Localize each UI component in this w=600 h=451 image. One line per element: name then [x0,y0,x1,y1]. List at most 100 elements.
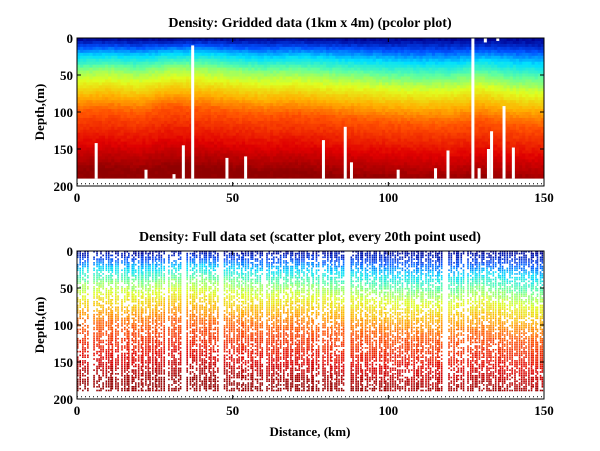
pcolor-cell [242,144,246,148]
pcolor-cell [145,123,149,128]
pcolor-cell [151,58,156,63]
pcolor-cell [263,61,268,66]
pcolor-cell [226,144,230,148]
pcolor-cell [142,43,146,48]
pcolor-cell [213,38,218,42]
pcolor-cell [385,120,389,125]
pcolor-cell [98,79,103,83]
pcolor-cell [83,55,87,60]
pcolor-cell [313,46,318,51]
pcolor-cell [95,91,100,95]
pcolor-cell [285,117,290,122]
pcolor-cell [120,156,125,160]
pcolor-cell [117,91,121,95]
pcolor-cell [270,168,274,172]
pcolor-cell [232,97,237,101]
pcolor-cell [126,120,131,125]
pcolor-cell [133,153,137,157]
pcolor-cell [86,103,90,107]
pcolor-cell [242,38,246,42]
pcolor-cell [294,106,299,110]
pcolor-cell [161,112,165,116]
pcolor-cell [375,129,380,134]
pcolor-cell [357,106,361,110]
pcolor-cell [288,88,293,92]
pcolor-cell [257,40,262,45]
pcolor-cell [263,123,268,128]
pcolor-cell [266,144,271,148]
pcolor-cell [151,117,156,122]
pcolor-cell [279,144,283,148]
pcolor-cell [304,123,308,128]
pcolor-cell [307,38,311,42]
pcolor-cell [319,61,324,66]
pcolor-cell [182,46,187,51]
pcolor-cell [139,109,143,113]
pcolor-cell [98,132,103,137]
pcolor-cell [344,94,349,98]
pcolor-cell [294,150,299,154]
pcolor-cell [294,58,299,63]
pcolor-cell [326,67,330,71]
pcolor-cell [77,112,81,116]
pcolor-cell [220,52,224,57]
pcolor-cell [111,70,115,74]
pcolor-cell [385,106,389,110]
pcolor-cell [291,144,296,148]
pcolor-cell [157,94,162,98]
pcolor-cell [248,171,252,175]
pcolor-cell [83,117,87,122]
pcolor-cell [304,40,308,45]
pcolor-cell [123,67,128,71]
pcolor-cell [114,159,118,163]
pcolor-cell [126,103,131,107]
pcolor-cell [101,58,106,63]
pcolor-cell [223,168,227,172]
pcolor-cell [347,88,352,92]
pcolor-cell [238,73,243,77]
pcolor-cell [257,144,262,148]
pcolor-cell [366,58,371,63]
pcolor-cell [350,94,355,98]
pcolor-cell [229,135,234,140]
pcolor-cell [114,88,118,92]
pcolor-cell [185,153,190,157]
pcolor-cell [372,43,377,48]
pcolor-cell [151,76,156,80]
pcolor-cell [129,79,134,83]
pcolor-cell [92,82,97,86]
pcolor-cell [195,38,199,42]
pcolor-cell [226,94,230,98]
pcolor-cell [347,67,352,71]
pcolor-cell [291,55,296,60]
pcolor-cell [375,88,380,92]
pcolor-cell [229,112,234,116]
pcolor-cell [307,120,311,125]
pcolor-cell [248,126,252,131]
pcolor-cell [279,156,283,160]
pcolor-cell [101,61,106,66]
pcolor-cell [98,100,103,104]
pcolor-cell [388,168,392,172]
pcolor-cell [120,147,125,151]
pcolor-cell [282,76,286,80]
pcolor-cell [238,135,243,140]
pcolor-cell [341,132,346,137]
pcolor-cell [378,120,383,125]
pcolor-cell [298,76,302,80]
pcolor-cell [120,141,125,145]
pcolor-cell [254,150,258,154]
pcolor-cell [176,43,181,48]
pcolor-cell [385,40,389,45]
pcolor-cell [338,40,343,45]
pcolor-cell [92,144,97,148]
pcolor-cell [133,109,137,113]
pcolor-cell [385,52,389,57]
pcolor-cell [282,43,286,48]
pcolor-cell [335,174,339,178]
pcolor-cell [223,67,227,71]
pcolor-cell [322,135,327,140]
pcolor-cell [92,46,97,51]
pcolor-cell [139,46,143,51]
pcolor-cell [335,120,339,125]
